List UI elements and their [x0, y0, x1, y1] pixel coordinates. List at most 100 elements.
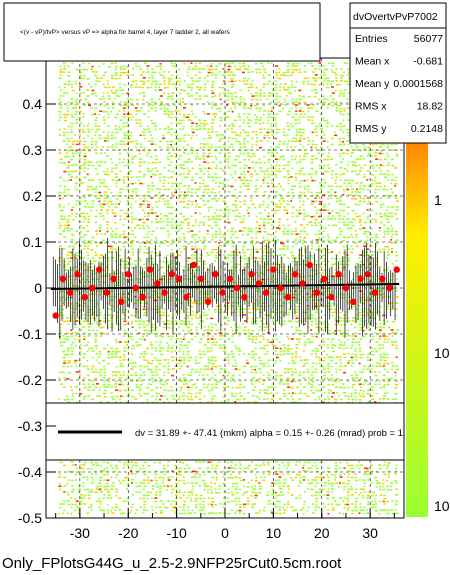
scatter-cell	[271, 272, 275, 275]
scatter-cell	[151, 83, 154, 85]
scatter-cell	[238, 191, 242, 193]
scatter-cell	[175, 71, 178, 73]
scatter-cell	[58, 86, 61, 88]
scatter-cell	[282, 305, 285, 308]
scatter-cell	[159, 353, 163, 356]
scatter-cell	[130, 245, 133, 247]
scatter-cell	[230, 128, 233, 130]
scatter-cell	[82, 257, 86, 259]
scatter-cell	[83, 125, 86, 127]
scatter-cell	[155, 401, 158, 404]
scatter-cell	[131, 251, 134, 254]
scatter-cell	[255, 317, 259, 319]
scatter-cell	[167, 80, 171, 83]
scatter-cell	[159, 266, 163, 269]
scatter-cell	[118, 293, 121, 295]
scatter-cell	[154, 242, 158, 245]
scatter-cell	[290, 155, 293, 158]
scatter-cell	[227, 209, 231, 211]
scatter-cell	[283, 98, 286, 101]
scatter-cell	[83, 158, 87, 161]
scatter-cell	[194, 335, 197, 338]
scatter-cell	[159, 509, 163, 512]
scatter-cell	[251, 338, 255, 341]
scatter-cell	[263, 209, 266, 212]
scatter-cell	[98, 362, 101, 364]
scatter-cell	[202, 479, 206, 482]
scatter-cell	[74, 107, 78, 109]
scatter-cell	[263, 128, 266, 130]
scatter-cell	[119, 272, 122, 275]
scatter-cell	[158, 161, 162, 164]
scatter-cell	[227, 212, 230, 214]
scatter-cell	[226, 128, 229, 130]
scatter-cell	[183, 194, 187, 196]
scatter-cell	[211, 218, 215, 220]
scatter-cell	[275, 278, 278, 280]
scatter-cell	[222, 311, 226, 314]
scatter-cell	[66, 137, 70, 140]
scatter-cell	[67, 203, 70, 205]
scatter-cell	[142, 482, 146, 484]
scatter-cell	[142, 134, 146, 137]
scatter-cell	[131, 116, 134, 119]
scatter-cell	[243, 164, 246, 167]
scatter-cell	[243, 506, 246, 509]
scatter-cell	[263, 245, 267, 248]
scatter-cell	[290, 320, 293, 322]
scatter-cell	[79, 503, 83, 505]
scatter-cell	[178, 83, 181, 86]
scatter-cell	[178, 377, 181, 380]
scatter-cell	[127, 482, 130, 485]
scatter-cell	[114, 464, 118, 467]
scatter-cell	[135, 113, 138, 115]
scatter-cell	[154, 128, 157, 131]
scatter-cell	[214, 344, 217, 346]
scatter-cell	[206, 155, 210, 158]
scatter-cell	[78, 332, 81, 334]
scatter-cell	[71, 218, 75, 221]
scatter-cell	[110, 275, 114, 277]
scatter-cell	[219, 323, 223, 326]
scatter-cell	[279, 347, 282, 350]
scatter-cell	[182, 509, 186, 511]
scatter-cell	[98, 389, 101, 391]
scatter-cell	[110, 89, 113, 92]
scatter-cell	[275, 500, 279, 503]
scatter-cell	[107, 188, 110, 191]
scatter-cell	[63, 83, 67, 86]
scatter-cell	[291, 371, 294, 373]
scatter-cell	[259, 272, 262, 274]
scatter-cell	[126, 296, 130, 299]
scatter-cell	[147, 191, 151, 193]
scatter-cell	[286, 125, 290, 128]
scatter-cell	[214, 113, 218, 115]
scatter-cell	[155, 329, 158, 332]
scatter-cell	[230, 236, 233, 239]
scatter-cell	[226, 401, 229, 403]
scatter-cell	[91, 236, 95, 239]
scatter-cell	[175, 479, 178, 481]
scatter-cell	[199, 356, 203, 359]
scatter-cell	[174, 173, 177, 175]
scatter-cell	[146, 479, 150, 481]
scatter-cell	[242, 512, 246, 515]
scatter-cell	[95, 80, 99, 83]
scatter-cell	[82, 236, 85, 239]
scatter-cell	[123, 476, 127, 479]
scatter-cell	[99, 263, 102, 266]
scatter-cell	[167, 401, 171, 404]
scatter-cell	[179, 167, 183, 169]
scatter-cell	[190, 152, 193, 154]
scatter-cell	[70, 194, 73, 197]
scatter-cell	[195, 284, 198, 286]
scatter-cell	[210, 323, 213, 325]
scatter-cell	[251, 146, 254, 149]
scatter-cell	[231, 164, 235, 167]
scatter-cell	[127, 251, 131, 254]
scatter-cell	[206, 368, 210, 371]
scatter-cell	[63, 353, 67, 356]
scatter-cell	[187, 242, 191, 245]
scatter-cell	[183, 266, 186, 268]
scatter-cell	[99, 233, 102, 235]
